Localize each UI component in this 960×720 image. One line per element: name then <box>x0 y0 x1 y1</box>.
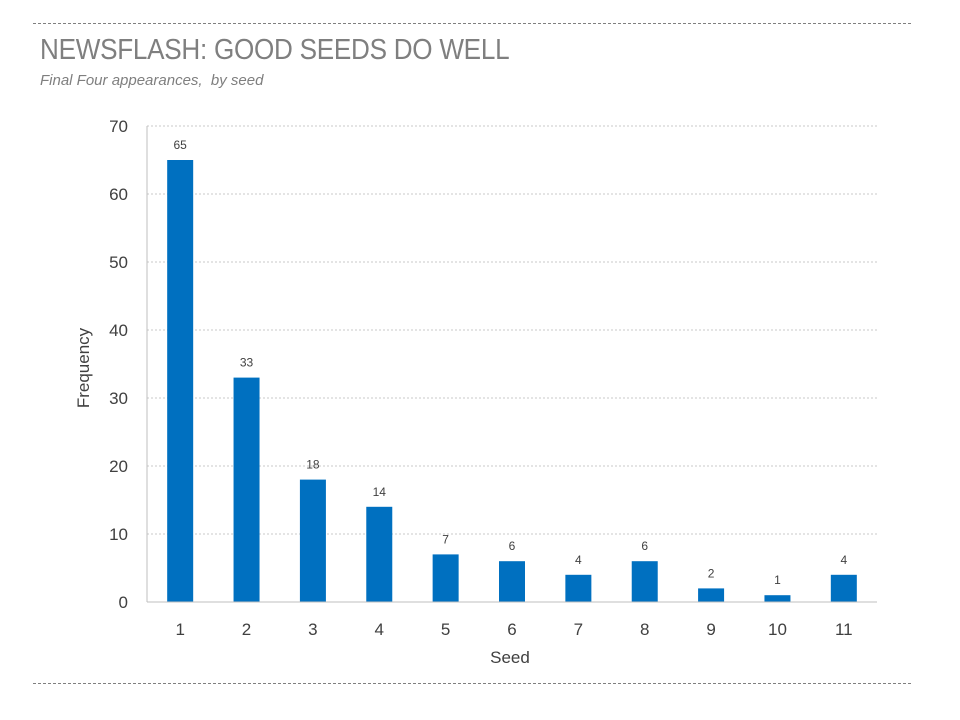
x-axis-title: Seed <box>490 648 530 667</box>
y-tick-label: 70 <box>109 117 128 136</box>
bar <box>366 506 393 602</box>
top-dashed-rule <box>33 23 911 24</box>
x-tick-label: 8 <box>640 620 649 639</box>
axes: 0 10 20 30 40 50 60 70 1 2 3 4 5 6 7 8 9 10 11 <box>109 117 877 639</box>
x-tick-label: 7 <box>574 620 583 639</box>
y-tick-label: 40 <box>109 321 128 340</box>
data-label: 14 <box>373 485 387 499</box>
y-tick-label: 0 <box>119 593 128 612</box>
data-label: 4 <box>575 553 582 567</box>
bar <box>698 588 725 602</box>
chart-title: NEWSFLASH: GOOD SEEDS DO WELL <box>40 34 510 66</box>
x-tick-label: 6 <box>507 620 516 639</box>
y-tick-label: 10 <box>109 525 128 544</box>
data-label: 6 <box>509 539 516 553</box>
data-label: 33 <box>240 356 254 370</box>
bar <box>233 377 260 602</box>
y-tick-label: 20 <box>109 457 128 476</box>
x-tick-label: 9 <box>706 620 715 639</box>
bar <box>167 160 194 602</box>
bar <box>830 574 857 602</box>
chart-subtitle: Final Four appearances, by seed <box>40 72 264 89</box>
x-tick-label: 11 <box>835 620 853 639</box>
data-label: 65 <box>174 138 188 152</box>
data-label: 18 <box>306 458 320 472</box>
data-label: 1 <box>774 573 781 587</box>
x-tick-label: 2 <box>242 620 251 639</box>
bars <box>167 160 857 602</box>
bar <box>764 595 791 602</box>
y-tick-label: 50 <box>109 253 128 272</box>
x-tick-label: 3 <box>308 620 317 639</box>
bar <box>631 561 658 602</box>
data-label: 6 <box>641 539 648 553</box>
bar <box>432 554 459 602</box>
bar <box>565 574 592 602</box>
data-label: 2 <box>708 566 715 580</box>
y-axis-title: Frequency <box>74 327 93 408</box>
x-tick-label: 1 <box>175 620 184 639</box>
x-tick-label: 5 <box>441 620 450 639</box>
bar <box>499 561 525 602</box>
data-label: 4 <box>840 553 847 567</box>
x-tick-label: 10 <box>768 620 787 639</box>
y-tick-label: 30 <box>109 389 128 408</box>
bar <box>299 479 326 602</box>
bottom-dashed-rule <box>33 683 911 684</box>
gridlines <box>147 125 877 535</box>
x-tick-label: 4 <box>375 620 384 639</box>
data-label: 7 <box>442 532 449 546</box>
y-tick-label: 60 <box>109 185 128 204</box>
